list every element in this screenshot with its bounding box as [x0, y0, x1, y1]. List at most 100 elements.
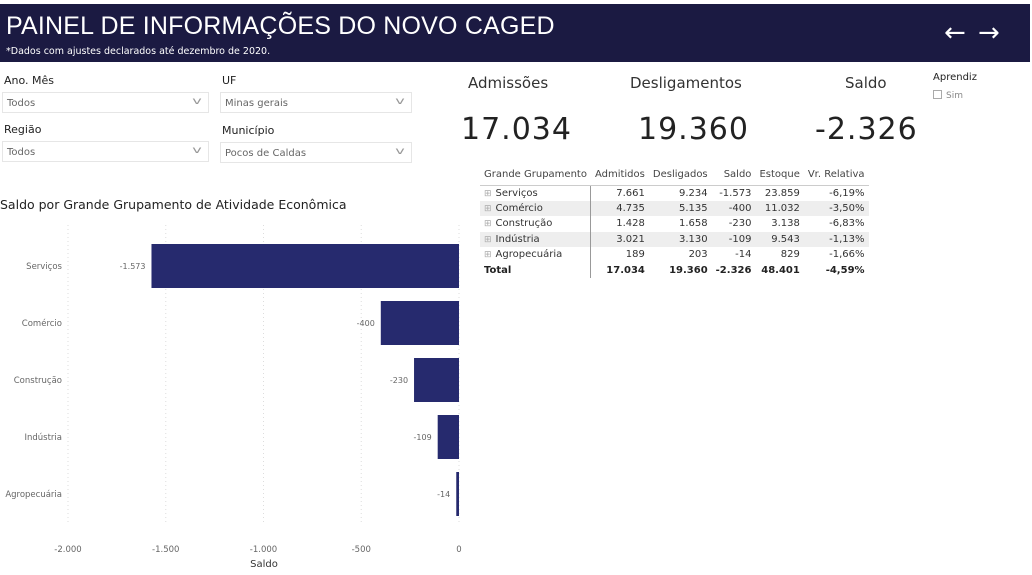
expand-icon[interactable]: ⊞ — [484, 188, 492, 199]
page-title: PAINEL DE INFORMAÇÕES DO NOVO CAGED — [6, 12, 555, 40]
column-header[interactable]: Grande Grupamento — [480, 164, 591, 186]
column-header[interactable]: Vr. Relativa — [803, 164, 869, 186]
table-cell: -1,13% — [803, 231, 869, 247]
table-cell: ⊞ Construção — [480, 216, 592, 232]
x-axis-title: Saldo — [250, 559, 278, 570]
bar — [380, 301, 459, 345]
column-header[interactable]: Estoque — [755, 164, 804, 186]
row-label: Construção — [495, 218, 553, 230]
chevron-down-icon: v — [395, 146, 405, 157]
table-row[interactable]: ⊞ Indústria 3.021 3.130 -109 9.543 -1,13% — [480, 231, 869, 247]
bar — [151, 244, 459, 288]
chart-title: Saldo por Grande Grupamento de Atividade… — [0, 197, 347, 212]
data-label: -1.573 — [120, 262, 146, 271]
dropdown-value: Todos — [7, 98, 36, 109]
expand-icon[interactable]: ⊞ — [484, 203, 492, 214]
table-cell: -109 — [711, 231, 756, 247]
column-header[interactable]: Admitidos — [590, 164, 649, 186]
chevron-down-icon: v — [192, 145, 202, 156]
aprendiz-label: Aprendiz — [933, 72, 977, 83]
y-category-label: Comércio — [22, 318, 62, 329]
table-cell: 9.543 — [755, 231, 804, 247]
x-tick-label: -1.500 — [152, 545, 179, 555]
table-cell: 1.428 — [616, 218, 645, 230]
forward-arrow-icon[interactable]: → — [978, 18, 1000, 48]
header-banner: PAINEL DE INFORMAÇÕES DO NOVO CAGED *Dad… — [0, 4, 1030, 62]
table-cell: 7.661 — [616, 187, 645, 199]
checkbox-label: Sim — [946, 91, 963, 101]
y-category-label: Agropecuária — [5, 490, 62, 500]
filter-label-ano-mes: Ano. Mês — [4, 74, 55, 87]
bar — [414, 358, 459, 402]
column-header[interactable]: Saldo — [711, 164, 756, 186]
checkbox-icon — [933, 90, 942, 99]
table-cell: 189 — [625, 249, 645, 261]
data-label: -109 — [414, 433, 432, 442]
filter-label-regiao: Região — [4, 123, 42, 136]
bar — [456, 472, 459, 516]
back-arrow-icon[interactable]: ← — [944, 18, 966, 48]
x-tick-label: -2.000 — [54, 545, 81, 555]
aprendiz-sim-checkbox[interactable]: Sim — [933, 90, 963, 101]
kpi-desligamentos-value: 19.360 — [638, 112, 749, 147]
data-label: -14 — [437, 490, 450, 499]
table-cell: 11.032 — [755, 200, 804, 216]
table-cell: ⊞ Serviços — [480, 185, 592, 201]
table-cell: -6,83% — [829, 218, 865, 230]
table-row[interactable]: ⊞ Agropecuária 189 203 -14 829 -1,66% — [480, 247, 869, 263]
table-cell: 9.234 — [679, 187, 708, 199]
total-cell: 19.360 — [669, 264, 708, 276]
column-header[interactable]: Desligados — [648, 164, 712, 186]
table-cell: 4.735 — [590, 200, 649, 216]
saldo-bar-chart: -2.000 -1.500 -1.000 -500 0 Saldo Serviços -1.5… — [5, 225, 462, 570]
table-row[interactable]: ⊞ Comércio 4.735 5.135 -400 11.032 -3,50% — [480, 200, 869, 216]
dropdown-value: Todos — [7, 147, 36, 158]
y-category-label: Indústria — [24, 433, 62, 443]
dropdown-value: Pocos de Caldas — [225, 148, 307, 159]
table-row[interactable]: ⊞ Serviços 7.661 9.234 -1.573 23.859 -6,19% — [480, 185, 869, 201]
table-cell: ⊞ Indústria — [480, 231, 592, 247]
kpi-admissoes-label: Admissões — [468, 74, 549, 92]
y-category-label: Construção — [14, 376, 62, 386]
total-cell: -4,59% — [825, 264, 865, 276]
row-label: Comércio — [495, 202, 543, 214]
chevron-down-icon: v — [395, 96, 405, 107]
total-cell: Total — [480, 262, 592, 278]
x-tick-label: -1.000 — [250, 545, 277, 555]
table-cell: ⊞ Agropecuária — [480, 247, 592, 263]
total-cell: 48.401 — [761, 264, 800, 276]
expand-icon[interactable]: ⊞ — [484, 250, 492, 261]
y-category-label: Serviços — [26, 262, 62, 272]
table-cell: -1,66% — [829, 249, 865, 261]
table-cell: -400 — [711, 200, 756, 216]
table-row[interactable]: ⊞ Construção 1.428 1.658 -230 3.138 -6,83% — [480, 216, 869, 232]
row-label: Indústria — [495, 233, 540, 245]
table-cell: 3.021 — [590, 231, 649, 247]
filter-uf-dropdown[interactable]: Minas gerais v — [220, 92, 412, 113]
table-cell: 203 — [688, 249, 708, 261]
expand-icon[interactable]: ⊞ — [484, 219, 492, 230]
table-cell: -1.573 — [719, 187, 752, 199]
table-cell: 1.658 — [679, 218, 708, 230]
table-cell: -3,50% — [803, 200, 869, 216]
filter-ano-mes-dropdown[interactable]: Todos v — [2, 92, 209, 113]
bar — [437, 415, 459, 459]
filter-label-uf: UF — [222, 74, 237, 87]
kpi-saldo-label: Saldo — [845, 74, 887, 92]
kpi-saldo-value: -2.326 — [815, 112, 918, 147]
total-cell: -2.326 — [715, 264, 752, 276]
table-total-row: Total 17.034 19.360 -2.326 48.401 -4,59% — [480, 262, 869, 278]
table-cell: 3.138 — [771, 218, 800, 230]
data-label: -230 — [390, 376, 408, 385]
dropdown-value: Minas gerais — [225, 98, 288, 109]
table-cell: 829 — [780, 249, 800, 261]
chevron-down-icon: v — [192, 96, 202, 107]
grupamento-table: Grande Grupamento Admitidos Desligados Sald… — [480, 164, 869, 278]
expand-icon[interactable]: ⊞ — [484, 234, 492, 245]
filter-municipio-dropdown[interactable]: Pocos de Caldas v — [220, 142, 412, 163]
filter-regiao-dropdown[interactable]: Todos v — [2, 141, 209, 162]
table-cell: 5.135 — [648, 200, 712, 216]
table-cell: 23.859 — [764, 187, 800, 199]
table-cell: -6,19% — [829, 187, 865, 199]
filter-label-municipio: Município — [222, 124, 275, 137]
